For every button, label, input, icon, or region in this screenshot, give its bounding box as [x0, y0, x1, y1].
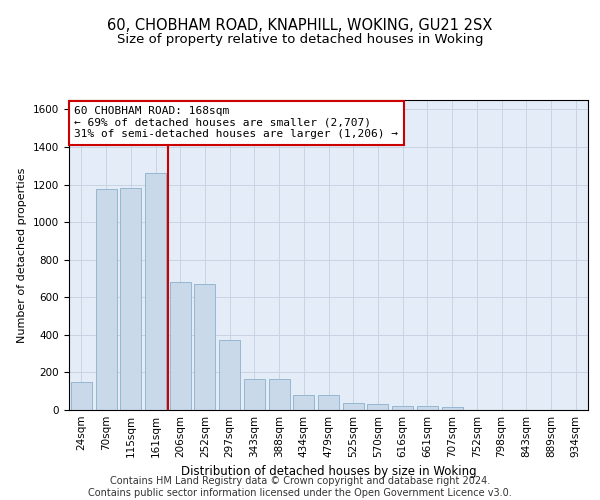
Text: Contains HM Land Registry data © Crown copyright and database right 2024.
Contai: Contains HM Land Registry data © Crown c…: [88, 476, 512, 498]
Text: 60, CHOBHAM ROAD, KNAPHILL, WOKING, GU21 2SX: 60, CHOBHAM ROAD, KNAPHILL, WOKING, GU21…: [107, 18, 493, 32]
Bar: [244, 379, 265, 410]
X-axis label: Distribution of detached houses by size in Woking: Distribution of detached houses by size …: [181, 466, 476, 478]
Text: 60 CHOBHAM ROAD: 168sqm
← 69% of detached houses are smaller (2,707)
31% of semi: 60 CHOBHAM ROAD: 168sqm ← 69% of detache…: [74, 106, 398, 140]
Bar: [194, 284, 215, 410]
Bar: [293, 395, 314, 410]
Bar: [442, 407, 463, 410]
Bar: [367, 404, 388, 410]
Bar: [417, 406, 438, 410]
Bar: [71, 382, 92, 410]
Bar: [95, 189, 116, 410]
Bar: [392, 406, 413, 410]
Bar: [269, 379, 290, 410]
Text: Size of property relative to detached houses in Woking: Size of property relative to detached ho…: [117, 32, 483, 46]
Bar: [145, 174, 166, 410]
Bar: [120, 188, 141, 410]
Bar: [318, 395, 339, 410]
Bar: [219, 340, 240, 410]
Y-axis label: Number of detached properties: Number of detached properties: [17, 168, 28, 342]
Bar: [170, 282, 191, 410]
Bar: [343, 404, 364, 410]
